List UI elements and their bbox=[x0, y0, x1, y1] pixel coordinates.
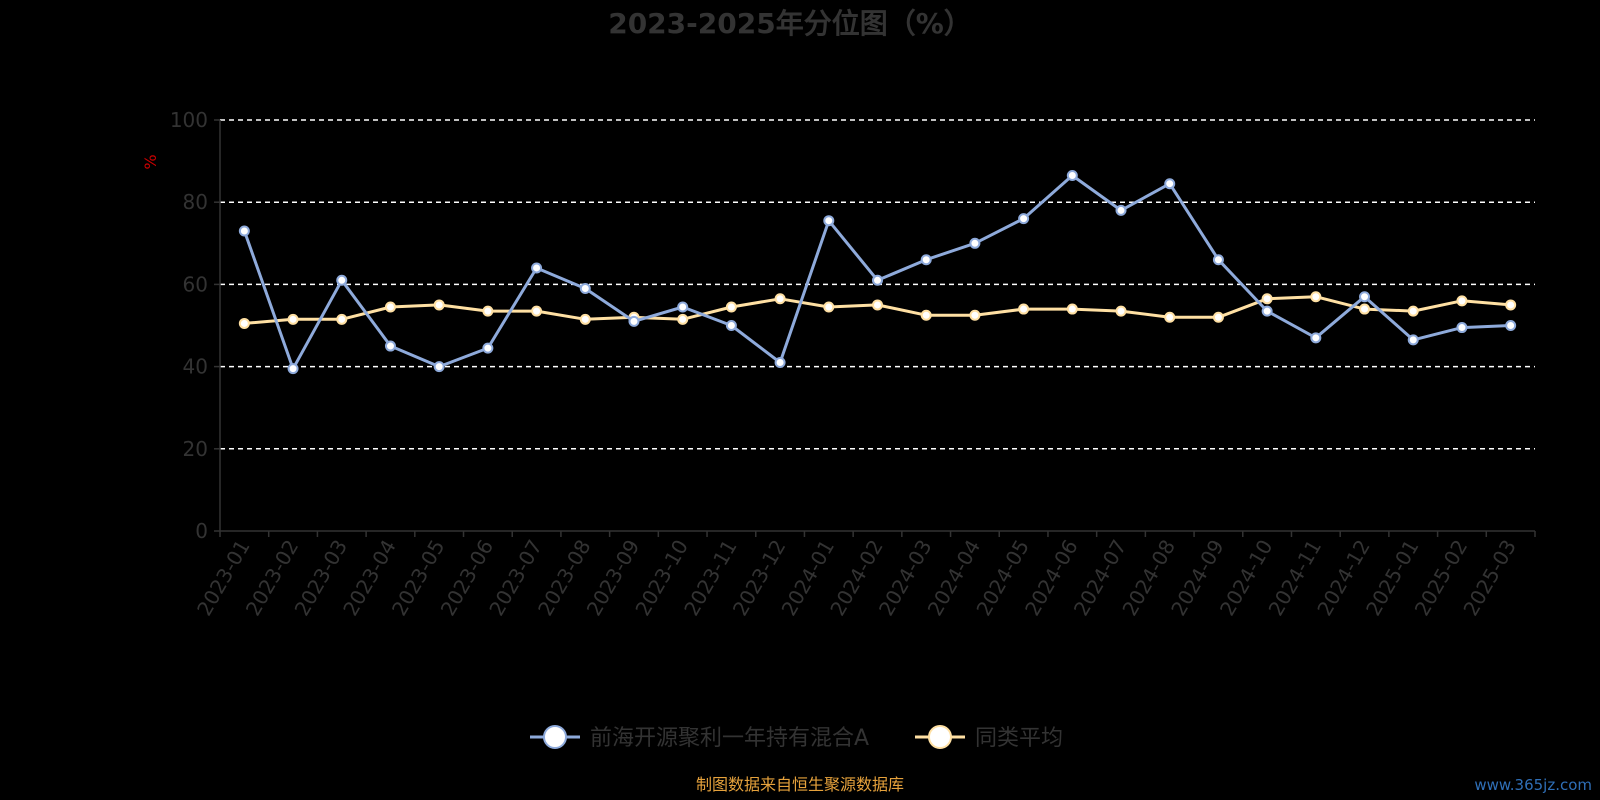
data-point bbox=[1212, 311, 1224, 323]
data-point bbox=[920, 309, 932, 321]
watermark: www.365jz.com bbox=[1474, 776, 1592, 794]
data-point bbox=[1066, 169, 1078, 181]
x-axis-tick-labels: 2023-012023-022023-032023-042023-052023-… bbox=[192, 536, 1521, 620]
legend-label: 同类平均 bbox=[975, 726, 1063, 751]
data-point bbox=[1018, 303, 1030, 315]
data-point bbox=[1164, 311, 1176, 323]
y-tick-label: 40 bbox=[183, 355, 208, 379]
data-point bbox=[1407, 305, 1419, 317]
data-point bbox=[1212, 254, 1224, 266]
data-point bbox=[287, 313, 299, 325]
data-point bbox=[823, 301, 835, 313]
legend-marker bbox=[928, 725, 952, 749]
data-point bbox=[1261, 293, 1273, 305]
y-tick-label: 0 bbox=[195, 519, 208, 543]
data-point bbox=[1261, 305, 1273, 317]
data-point bbox=[433, 299, 445, 311]
data-point bbox=[238, 317, 250, 329]
data-source-note: 制图数据来自恒生聚源数据库 bbox=[696, 775, 904, 794]
data-point bbox=[384, 301, 396, 313]
y-axis-unit-label: % bbox=[141, 154, 160, 169]
data-point bbox=[531, 262, 543, 274]
data-point bbox=[1456, 322, 1468, 334]
data-point bbox=[1115, 305, 1127, 317]
data-point bbox=[336, 274, 348, 286]
data-point bbox=[725, 301, 737, 313]
data-point bbox=[1018, 213, 1030, 225]
y-tick-label: 60 bbox=[183, 272, 208, 296]
data-point bbox=[1505, 299, 1517, 311]
data-point bbox=[725, 320, 737, 331]
data-point bbox=[238, 225, 250, 237]
data-point bbox=[969, 237, 981, 249]
legend-item[interactable]: 前海开源聚利一年持有混合A bbox=[530, 725, 869, 751]
data-point bbox=[677, 301, 689, 313]
data-point bbox=[336, 313, 348, 325]
data-point bbox=[774, 356, 786, 368]
data-point bbox=[579, 283, 591, 295]
legend[interactable]: 前海开源聚利一年持有混合A 同类平均 bbox=[530, 725, 1063, 751]
data-point bbox=[1115, 204, 1127, 216]
chart-title: 2023-2025年分位图（%） bbox=[608, 7, 972, 40]
legend-marker bbox=[543, 725, 567, 749]
data-point bbox=[677, 313, 689, 325]
data-point bbox=[823, 215, 835, 227]
data-point bbox=[1066, 303, 1078, 315]
data-point bbox=[969, 309, 981, 321]
series-lines bbox=[238, 169, 1517, 375]
data-point bbox=[1310, 332, 1322, 344]
data-point bbox=[920, 254, 932, 266]
data-point bbox=[1456, 295, 1468, 307]
data-point bbox=[1359, 291, 1371, 303]
data-point bbox=[579, 313, 591, 325]
data-point bbox=[1505, 320, 1517, 331]
y-axis-tick-labels: 0 20 40 60 80 100 bbox=[170, 108, 208, 543]
y-tick-label: 20 bbox=[183, 437, 208, 461]
data-point bbox=[1407, 334, 1419, 346]
data-point bbox=[774, 293, 786, 305]
data-point bbox=[482, 305, 494, 317]
data-point bbox=[482, 342, 494, 354]
legend-item[interactable]: 同类平均 bbox=[915, 725, 1063, 751]
axes bbox=[214, 119, 1536, 537]
data-point bbox=[531, 305, 543, 317]
data-point bbox=[1359, 303, 1371, 315]
data-point bbox=[872, 299, 883, 311]
y-tick-label: 100 bbox=[170, 108, 208, 132]
legend-label: 前海开源聚利一年持有混合A bbox=[590, 726, 869, 751]
y-tick-label: 80 bbox=[183, 190, 208, 214]
data-point bbox=[628, 315, 640, 327]
data-point bbox=[872, 274, 883, 286]
data-point bbox=[287, 363, 299, 375]
data-point bbox=[1310, 291, 1322, 303]
data-point bbox=[1164, 178, 1176, 190]
data-point bbox=[433, 361, 445, 373]
data-point bbox=[384, 340, 396, 352]
